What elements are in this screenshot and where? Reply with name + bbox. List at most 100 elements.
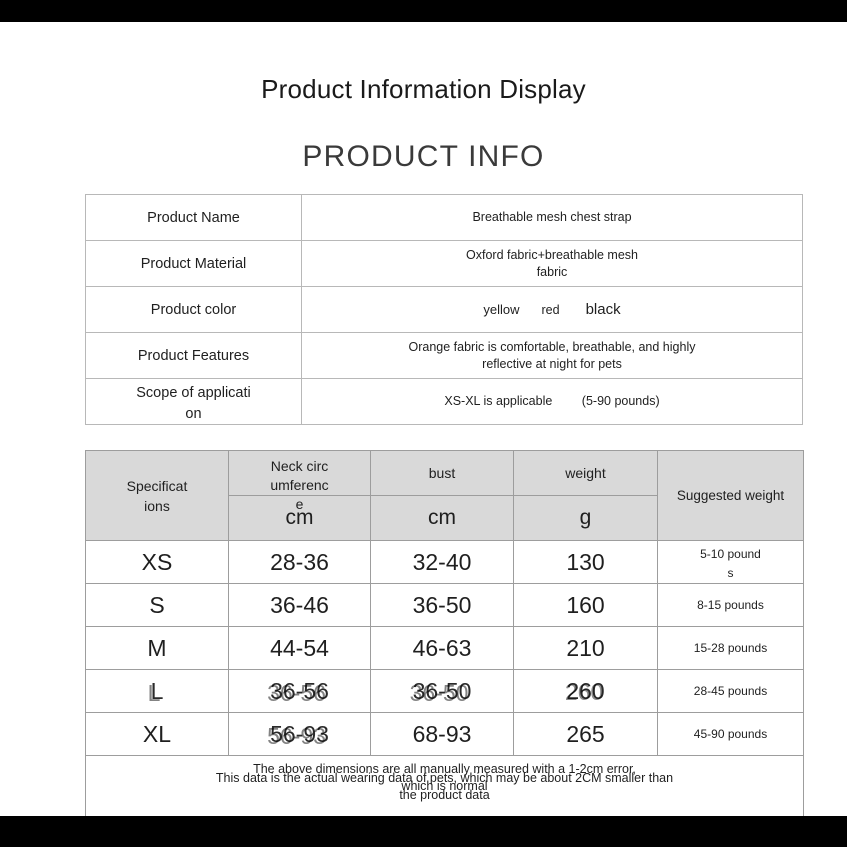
letterbox-top-bar [0,0,847,22]
table-row: S 36-46 36-50 160 8-15 pounds [85,583,804,627]
material-text: Oxford fabric+breathable mesh fabric [302,247,802,281]
scope-label-line-2: on [185,406,202,422]
spec-size-l: L [85,669,229,713]
spec-header-weight: weight [513,450,658,496]
info-label-product-features: Product Features [85,332,302,379]
table-row: Product Features Orange fabric is comfor… [85,332,803,379]
spec-suggested-xl: 45-90 pounds [657,712,804,756]
features-line-1: Orange fabric is comfortable, breathable… [408,339,696,354]
scope-value-weight: (5-90 pounds) [581,394,660,408]
footer-note-measurement: The above dimensions are all manually me… [86,761,803,795]
spec-size-m: M [85,626,229,670]
spec-header-row-1: Specificat ions Neck circ umferenc e bus… [85,450,804,541]
spec-bust-l-text: 36-50 [410,678,472,707]
neck-line-2: umferenc [270,477,329,493]
footer-note-a-line-1: The above dimensions are all manually me… [253,762,636,776]
info-label-product-color: Product color [85,286,302,333]
spec-header-bust: bust [370,450,514,496]
spec-bust-m: 46-63 [370,626,514,670]
spec-suggested-s: 8-15 pounds [657,583,804,627]
spec-header-suggested-weight: Suggested weight [657,450,804,541]
suggested-xs-line-1: 5-10 pound [700,547,761,561]
spec-neck-m: 44-54 [228,626,371,670]
spec-unit-neck: cm [228,495,371,541]
spec-weight-m: 210 [513,626,658,670]
features-cell-clip: Orange fabric is comfortable, breathable… [302,333,802,378]
info-value-product-color: yellow red black [301,286,803,333]
page-subtitle: PRODUCT INFO [302,140,545,173]
spec-size-xs: XS [85,540,229,584]
spec-bust-s: 36-50 [370,583,514,627]
info-value-scope-of-application: XS-XL is applicable (5-90 pounds) [301,378,803,425]
product-info-table: Product Name Breathable mesh chest strap… [85,194,803,425]
material-line-1: Oxford fabric+breathable mesh [466,247,638,262]
material-cell-clip: Oxford fabric+breathable mesh fabric [302,241,802,286]
scope-label-text: Scope of applicati on [86,383,301,425]
spec-neck-xl: 56-93 [228,712,371,756]
letterbox-bottom-bar [0,816,847,847]
spec-suggested-xs: 5-10 pound s [657,540,804,584]
spec-neck-s: 36-46 [228,583,371,627]
spec-neck-xs: 28-36 [228,540,371,584]
footer-note-b-line-1: This data is the actual wearing data of … [215,771,674,785]
spec-bust-xs: 32-40 [370,540,514,584]
spec-bust-l: 36-50 [370,669,514,713]
specifications-text: Specificat ions [86,476,228,516]
page-title: Product Information Display [261,74,586,104]
material-line-2: fabric [536,264,568,279]
footer-note-b-line-2: the product data [399,788,490,802]
info-label-scope-of-application: Scope of applicati on [85,378,302,425]
spec-weight-xl: 265 [513,712,658,756]
spec-neck-l: 36-56 [228,669,371,713]
color-option-red: red [541,302,560,317]
spec-size-l-text: L [148,678,164,707]
spec-weight-l: 260 [513,669,658,713]
color-option-yellow: yellow [483,301,520,317]
info-label-product-material: Product Material [85,240,302,287]
features-text: Orange fabric is comfortable, breathable… [302,339,802,373]
spec-unit-bust: cm [370,495,514,541]
spec-unit-weight: g [513,495,658,541]
specifications-line-2: ions [144,497,170,514]
scope-value-range: XS-XL is applicable [444,394,553,408]
spec-header-neck-circumference: Neck circ umferenc e [228,450,371,512]
spec-weight-s: 160 [513,583,658,627]
product-info-page: Product Information Display PRODUCT INFO… [0,22,847,819]
footer-note-a-line-2: which is normal [401,779,488,793]
spec-weight-l-text: 260 [565,678,605,707]
suggested-xs-text: 5-10 pound s [658,545,803,583]
size-spec-table: Specificat ions Neck circ umferenc e bus… [85,450,804,819]
specifications-line-1: Specificat [126,477,188,494]
suggested-xs-line-2: s [727,566,734,580]
spec-footer-note: The above dimensions are all manually me… [85,755,804,819]
spec-weight-xs: 130 [513,540,658,584]
info-value-product-material: Oxford fabric+breathable mesh fabric [301,240,803,287]
neck-circumference-text: Neck circ umferenc e [229,457,370,514]
spec-size-xl: XL [85,712,229,756]
spec-neck-xl-text: 56-93 [267,721,329,750]
spec-size-s: S [85,583,229,627]
info-value-product-features: Orange fabric is comfortable, breathable… [301,332,803,379]
footer-note-wearing-data: This data is the actual wearing data of … [86,770,803,804]
scope-label-line-1: Scope of applicati [136,385,251,401]
table-row: XL 56-93 68-93 265 45-90 pounds [85,712,804,756]
spec-suggested-l: 28-45 pounds [657,669,804,713]
features-line-2: reflective at night for pets [482,356,622,371]
color-option-black: black [585,300,621,318]
table-row: XS 28-36 32-40 130 5-10 pound s [85,540,804,584]
info-value-product-name: Breathable mesh chest strap [301,194,803,241]
spec-header-specifications: Specificat ions [85,450,229,541]
table-row: Product Material Oxford fabric+breathabl… [85,240,803,287]
spec-bust-xl: 68-93 [370,712,514,756]
table-row: Product color yellow red black [85,286,803,333]
spec-footer-row: The above dimensions are all manually me… [85,755,804,819]
info-label-product-name: Product Name [85,194,302,241]
spec-suggested-m: 15-28 pounds [657,626,804,670]
table-row: M 44-54 46-63 210 15-28 pounds [85,626,804,670]
spec-header-row-2: cm cm g [86,495,804,541]
neck-line-1: Neck circ [270,458,329,474]
color-swatch-list: yellow red black [483,301,620,319]
spec-neck-l-text: 36-56 [267,678,329,707]
table-row: Product Name Breathable mesh chest strap [85,194,803,241]
table-row: Scope of applicati on XS-XL is applicabl… [85,378,803,425]
